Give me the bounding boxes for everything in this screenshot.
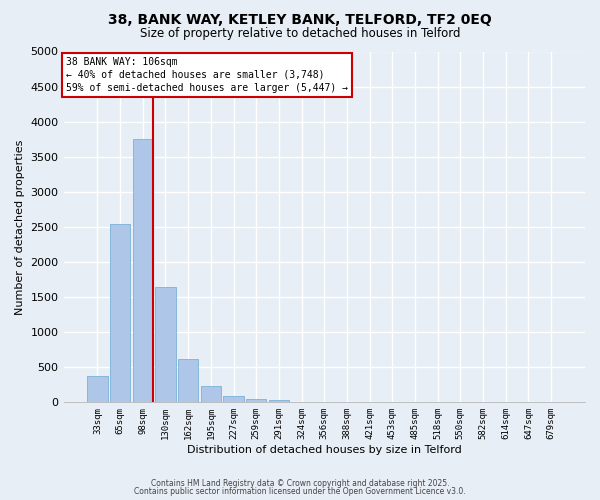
Bar [246, 399, 266, 402]
Bar [269, 400, 289, 402]
Bar [223, 396, 244, 402]
Bar [200, 386, 221, 402]
Bar [133, 138, 153, 402]
Y-axis label: Number of detached properties: Number of detached properties [15, 139, 25, 314]
X-axis label: Distribution of detached houses by size in Telford: Distribution of detached houses by size … [187, 445, 461, 455]
Bar [110, 224, 130, 402]
Bar [87, 376, 107, 402]
Text: Contains HM Land Registry data © Crown copyright and database right 2025.: Contains HM Land Registry data © Crown c… [151, 478, 449, 488]
Text: Contains public sector information licensed under the Open Government Licence v3: Contains public sector information licen… [134, 487, 466, 496]
Text: 38 BANK WAY: 106sqm
← 40% of detached houses are smaller (3,748)
59% of semi-det: 38 BANK WAY: 106sqm ← 40% of detached ho… [66, 57, 348, 93]
Bar [178, 359, 199, 403]
Text: 38, BANK WAY, KETLEY BANK, TELFORD, TF2 0EQ: 38, BANK WAY, KETLEY BANK, TELFORD, TF2 … [108, 12, 492, 26]
Bar [155, 286, 176, 403]
Text: Size of property relative to detached houses in Telford: Size of property relative to detached ho… [140, 28, 460, 40]
